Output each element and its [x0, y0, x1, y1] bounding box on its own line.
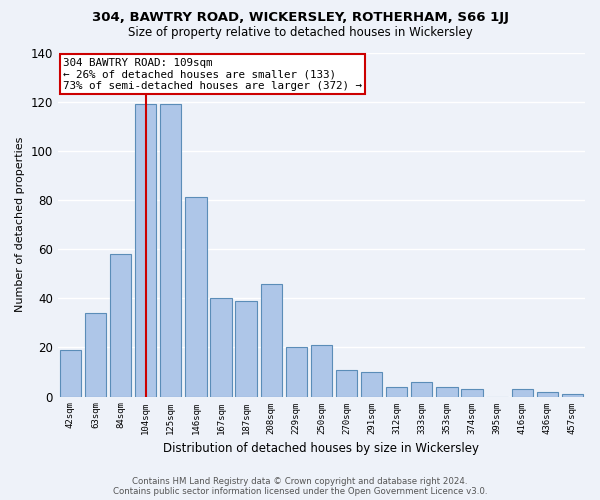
Bar: [235, 300, 257, 396]
Bar: [211, 298, 232, 396]
Text: 304, BAWTRY ROAD, WICKERSLEY, ROTHERHAM, S66 1JJ: 304, BAWTRY ROAD, WICKERSLEY, ROTHERHAM,…: [91, 11, 509, 24]
Text: 304 BAWTRY ROAD: 109sqm
← 26% of detached houses are smaller (133)
73% of semi-d: 304 BAWTRY ROAD: 109sqm ← 26% of detache…: [63, 58, 362, 91]
Bar: [411, 382, 433, 396]
Bar: [512, 389, 533, 396]
Bar: [311, 345, 332, 397]
Bar: [562, 394, 583, 396]
Bar: [286, 348, 307, 397]
Bar: [260, 284, 282, 397]
Bar: [461, 389, 482, 396]
Bar: [185, 198, 206, 396]
Bar: [110, 254, 131, 396]
Bar: [160, 104, 181, 397]
Bar: [361, 372, 382, 396]
Bar: [59, 350, 81, 397]
Bar: [336, 370, 357, 396]
Bar: [436, 386, 458, 396]
Bar: [135, 104, 157, 397]
X-axis label: Distribution of detached houses by size in Wickersley: Distribution of detached houses by size …: [163, 442, 479, 455]
Bar: [536, 392, 558, 396]
Bar: [85, 313, 106, 396]
Text: Contains HM Land Registry data © Crown copyright and database right 2024.
Contai: Contains HM Land Registry data © Crown c…: [113, 476, 487, 496]
Text: Size of property relative to detached houses in Wickersley: Size of property relative to detached ho…: [128, 26, 472, 39]
Y-axis label: Number of detached properties: Number of detached properties: [15, 137, 25, 312]
Bar: [386, 386, 407, 396]
